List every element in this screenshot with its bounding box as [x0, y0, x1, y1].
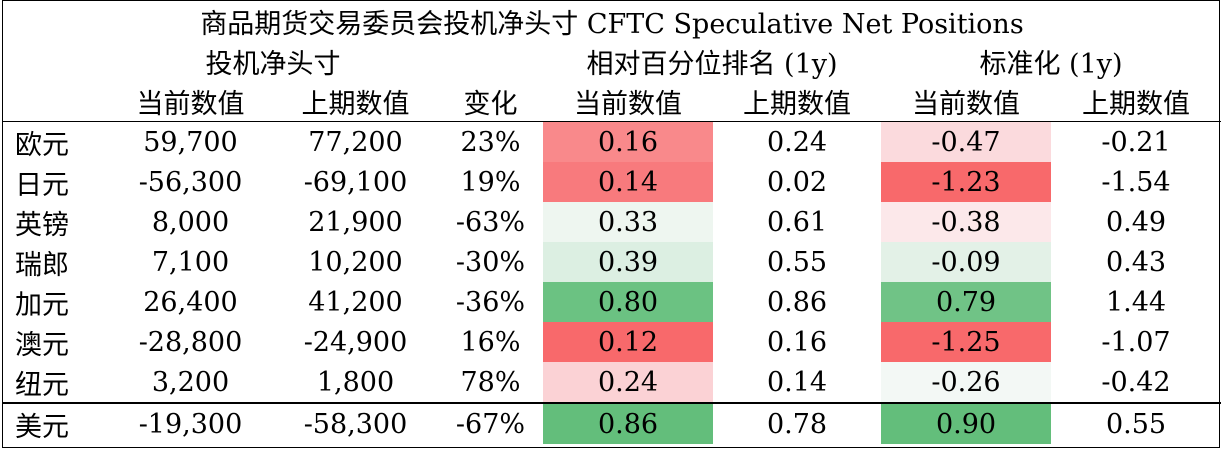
subheader-std-current: 当前数值: [881, 81, 1051, 122]
table-row: 纽元 3,200 1,800 78% 0.24 0.14 -0.26 -0.42: [3, 362, 1221, 403]
currency-name-cell: 纽元: [15, 369, 69, 401]
subheader-rank-current: 当前数值: [543, 81, 713, 122]
net-previous-cell: 10,200: [308, 246, 403, 278]
net-previous-cell: -58,300: [273, 402, 438, 444]
net-previous-cell: 1,800: [316, 366, 395, 398]
rank-previous-cell: 0.24: [766, 126, 828, 158]
rank-current-cell: 0.16: [543, 121, 713, 162]
std-previous-cell: 0.55: [1051, 402, 1221, 444]
net-previous-cell: 77,200: [308, 126, 403, 158]
net-current-cell: -28,800: [138, 326, 243, 358]
rank-previous-cell: 0.02: [766, 166, 828, 198]
net-current-cell: 26,400: [143, 286, 238, 318]
net-previous-cell: 21,900: [308, 206, 403, 238]
rank-current-cell: 0.33: [543, 202, 713, 242]
currency-name-cell: 美元: [3, 402, 108, 444]
rank-previous-cell: 0.55: [766, 246, 828, 278]
rank-current-cell: 0.12: [543, 322, 713, 362]
subheader-rank-previous: 上期数值: [713, 81, 881, 122]
rank-current-cell: 0.39: [543, 242, 713, 282]
table-row: 欧元 59,700 77,200 23% 0.16 0.24 -0.47 -0.21: [3, 121, 1221, 162]
table-row: 瑞郎 7,100 10,200 -30% 0.39 0.55 -0.09 0.43: [3, 242, 1221, 282]
rank-current-cell: 0.24: [543, 362, 713, 403]
net-change-cell: -67%: [438, 402, 543, 444]
net-change-cell: 19%: [460, 166, 521, 198]
rank-current-cell: 0.86: [543, 402, 713, 444]
table-title: 商品期货交易委员会投机净头寸 CFTC Speculative Net Posi…: [200, 8, 1024, 40]
group-header-percentile-rank: 相对百分位排名 (1y): [586, 48, 838, 80]
subheader-std-previous: 上期数值: [1051, 81, 1221, 122]
currency-name-cell: 加元: [15, 289, 69, 321]
net-previous-cell: 41,200: [308, 286, 403, 318]
std-current-cell: -1.25: [881, 322, 1051, 362]
subheader-net-current: 当前数值: [108, 81, 273, 122]
rank-previous-cell: 0.16: [766, 326, 828, 358]
group-header-standardized: 标准化 (1y): [979, 48, 1123, 80]
std-current-cell: -0.47: [881, 121, 1051, 162]
std-previous-cell: -0.21: [1101, 126, 1171, 158]
group-header-blank: [3, 41, 108, 81]
net-change-cell: -30%: [455, 246, 526, 278]
subheader-blank: [3, 81, 108, 122]
currency-name-cell: 欧元: [15, 129, 69, 161]
net-change-cell: -36%: [455, 286, 526, 318]
net-current-cell: 7,100: [151, 246, 230, 278]
rank-previous-cell: 0.61: [766, 206, 828, 238]
std-current-cell: 0.90: [881, 402, 1051, 444]
std-current-cell: -0.09: [881, 242, 1051, 282]
std-previous-cell: 0.49: [1105, 206, 1167, 238]
net-change-cell: 23%: [460, 126, 521, 158]
net-change-cell: -63%: [455, 206, 526, 238]
std-current-cell: -0.38: [881, 202, 1051, 242]
net-current-cell: 3,200: [151, 366, 230, 398]
currency-name-cell: 日元: [15, 169, 69, 201]
group-header-net-positions: 投机净头寸: [205, 48, 341, 80]
rank-current-cell: 0.14: [543, 162, 713, 202]
positions-table: 商品期货交易委员会投机净头寸 CFTC Speculative Net Posi…: [3, 1, 1221, 444]
table-row: 加元 26,400 41,200 -36% 0.80 0.86 0.79 1.44: [3, 282, 1221, 322]
table-row: 美元 -19,300 -58,300 -67% 0.86 0.78 0.90 0.55: [3, 402, 1221, 444]
net-previous-cell: -24,900: [303, 326, 408, 358]
table-body: 欧元 59,700 77,200 23% 0.16 0.24 -0.47 -0.21 日元 -56…: [3, 121, 1221, 444]
table-row: 澳元 -28,800 -24,900 16% 0.12 0.16 -1.25 -1.07: [3, 322, 1221, 362]
net-current-cell: -19,300: [108, 402, 273, 444]
std-current-cell: -1.23: [881, 162, 1051, 202]
currency-name-cell: 澳元: [15, 329, 69, 361]
std-previous-cell: -0.42: [1101, 366, 1171, 398]
currency-name-cell: 瑞郎: [15, 249, 69, 281]
net-current-cell: 8,000: [151, 206, 230, 238]
std-previous-cell: 1.44: [1105, 286, 1167, 318]
std-current-cell: 0.79: [881, 282, 1051, 322]
rank-previous-cell: 0.14: [766, 366, 828, 398]
std-current-cell: -0.26: [881, 362, 1051, 403]
subheader-net-change: 变化: [438, 81, 543, 122]
rank-current-cell: 0.80: [543, 282, 713, 322]
table-row: 英镑 8,000 21,900 -63% 0.33 0.61 -0.38 0.49: [3, 202, 1221, 242]
rank-previous-cell: 0.78: [713, 402, 881, 444]
group-header-blank: [438, 41, 543, 81]
std-previous-cell: -1.07: [1101, 326, 1171, 358]
std-previous-cell: 0.43: [1105, 246, 1167, 278]
subheader-net-previous: 上期数值: [273, 81, 438, 122]
net-change-cell: 16%: [460, 326, 521, 358]
std-previous-cell: -1.54: [1101, 166, 1171, 198]
net-current-cell: 59,700: [143, 126, 238, 158]
table-row: 日元 -56,300 -69,100 19% 0.14 0.02 -1.23 -1.54: [3, 162, 1221, 202]
currency-name-cell: 英镑: [15, 209, 69, 241]
net-change-cell: 78%: [460, 366, 521, 398]
rank-previous-cell: 0.86: [766, 286, 828, 318]
net-current-cell: -56,300: [138, 166, 243, 198]
net-previous-cell: -69,100: [303, 166, 408, 198]
